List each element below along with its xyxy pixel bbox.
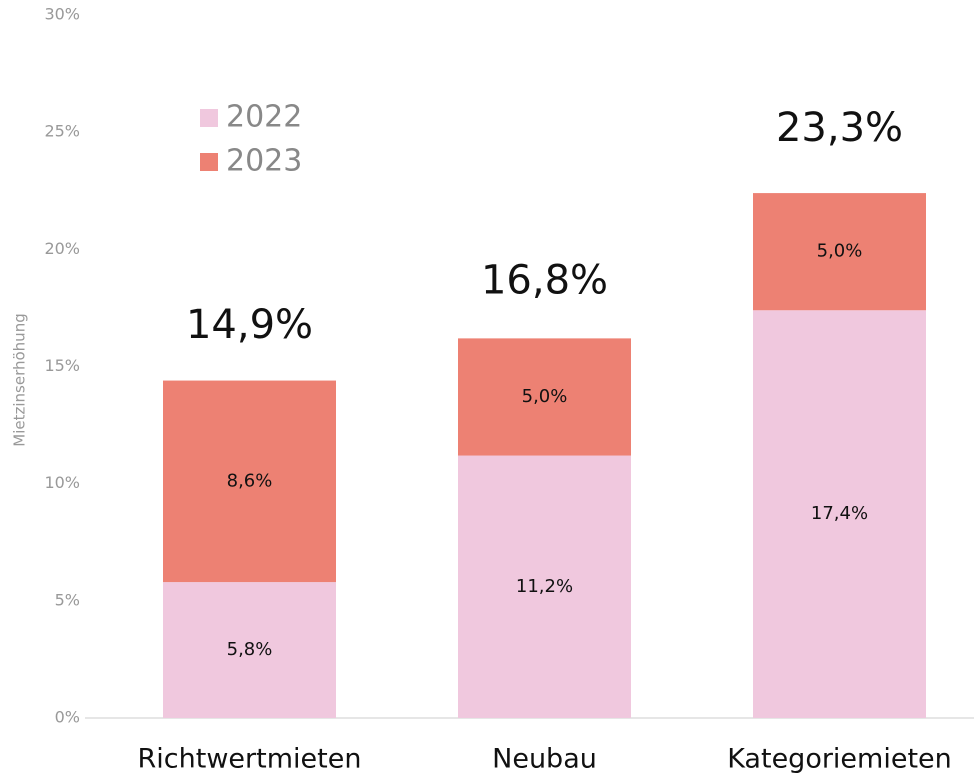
x-tick-label: Richtwertmieten [138,744,362,775]
y-tick-label: 15% [44,356,80,375]
y-tick-label: 30% [44,5,80,24]
x-tick-label: Neubau [492,744,597,775]
bar-segment [753,193,926,311]
legend-label: 2023 [226,144,302,179]
legend-swatch [200,109,218,127]
x-tick-label: Kategoriemieten [727,744,952,775]
bar-segment [458,338,631,456]
y-tick-label: 10% [44,473,80,492]
bar-segment [163,582,336,718]
value-label: 8,6% [227,470,273,491]
value-label: 5,0% [522,386,568,407]
bar-segment [163,380,336,583]
legend-swatch [200,153,218,171]
total-label: 14,9% [186,302,313,348]
y-tick-label: 25% [44,122,80,141]
value-label: 5,8% [227,639,273,660]
legend-label: 2022 [226,100,302,135]
value-label: 17,4% [811,503,868,524]
total-label: 23,3% [776,105,903,151]
y-tick-label: 0% [55,708,80,727]
total-label: 16,8% [481,257,608,303]
value-label: 11,2% [516,576,573,597]
y-tick-label: 5% [55,590,80,609]
y-tick-label: 20% [44,239,80,258]
value-label: 5,0% [817,241,863,262]
bar-segment [753,310,926,718]
bar-segment [458,455,631,718]
y-axis-label: Mietzinserhöhung [11,313,29,446]
